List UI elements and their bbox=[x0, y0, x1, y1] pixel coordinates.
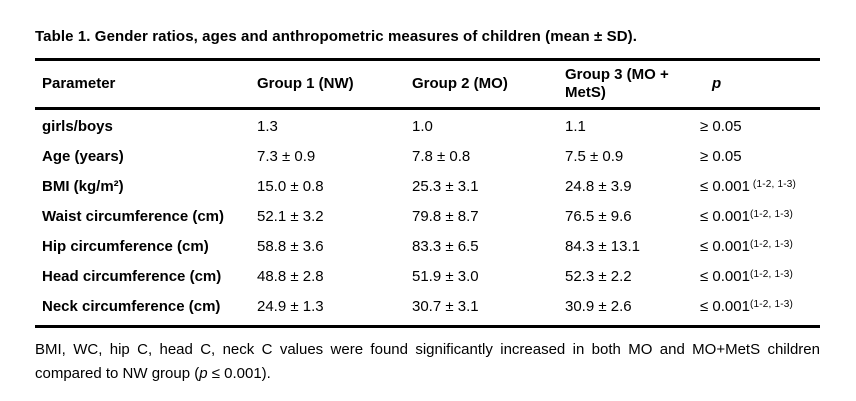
p-value: ≤ 0.001 bbox=[700, 298, 750, 315]
cell-group3: 7.5 ± 0.9 bbox=[565, 148, 624, 165]
column-header-p: p bbox=[712, 75, 722, 92]
cell-group2: 51.9 ± 3.0 bbox=[412, 268, 479, 285]
cell-group3: 84.3 ± 13.1 bbox=[565, 238, 640, 255]
table-row: Head circumference (cm) 48.8 ± 2.8 51.9 ± … bbox=[35, 262, 820, 292]
cell-group3: 52.3 ± 2.2 bbox=[565, 268, 632, 285]
column-header-parameter: Parameter bbox=[42, 75, 116, 92]
cell-parameter: BMI (kg/m²) bbox=[42, 178, 124, 195]
p-superscript: (1-2, 1-3) bbox=[749, 269, 794, 280]
table-footnote: BMI, WC, hip C, head C, neck C values we… bbox=[35, 338, 820, 386]
cell-group3: 76.5 ± 9.6 bbox=[565, 208, 632, 225]
p-value: ≤ 0.001 bbox=[700, 268, 750, 285]
cell-group1: 15.0 ± 0.8 bbox=[257, 178, 324, 195]
cell-p-value: ≥ 0.05 bbox=[700, 118, 820, 136]
cell-parameter: Neck circumference (cm) bbox=[42, 298, 221, 315]
cell-p-value: ≤ 0.001 (1-2, 1-3) bbox=[700, 178, 820, 196]
cell-parameter: Waist circumference (cm) bbox=[42, 208, 225, 225]
footnote-text-after: ≤ 0.001). bbox=[207, 365, 271, 382]
p-superscript: (1-2, 1-3) bbox=[749, 299, 794, 310]
cell-p-value: ≥ 0.05 bbox=[700, 148, 820, 166]
footnote-p-symbol: p bbox=[199, 365, 208, 382]
column-header-group3: Group 3 (MO + MetS) bbox=[565, 66, 669, 101]
table-row: BMI (kg/m²) 15.0 ± 0.8 25.3 ± 3.1 24.8 ± 3.… bbox=[35, 172, 820, 202]
table-row: Hip circumference (cm) 58.8 ± 3.6 83.3 ± 6… bbox=[35, 232, 820, 262]
table-figure: Table 1. Gender ratios, ages and anthrop… bbox=[35, 28, 820, 386]
cell-group3: 24.8 ± 3.9 bbox=[565, 178, 632, 195]
table-row: Neck circumference (cm) 24.9 ± 1.3 30.7 ± … bbox=[35, 292, 820, 322]
table-caption: Table 1. Gender ratios, ages and anthrop… bbox=[35, 28, 638, 45]
cell-p-value: ≤ 0.001(1-2, 1-3) bbox=[700, 268, 820, 286]
cell-group1: 52.1 ± 3.2 bbox=[257, 208, 324, 225]
p-value: ≤ 0.001 bbox=[700, 238, 750, 255]
p-value: ≥ 0.05 bbox=[700, 118, 742, 135]
p-value: ≤ 0.001 bbox=[700, 178, 750, 195]
data-table: Parameter Group 1 (NW) Group 2 (MO) Grou… bbox=[35, 58, 820, 328]
column-header-group2: Group 2 (MO) bbox=[412, 75, 508, 92]
cell-group2: 83.3 ± 6.5 bbox=[412, 238, 479, 255]
cell-parameter: Hip circumference (cm) bbox=[42, 238, 209, 255]
cell-group1: 24.9 ± 1.3 bbox=[257, 298, 324, 315]
p-superscript: (1-2, 1-3) bbox=[749, 179, 797, 190]
cell-group3: 30.9 ± 2.6 bbox=[565, 298, 632, 315]
table-row: Age (years) 7.3 ± 0.9 7.8 ± 0.8 7.5 ± 0.9 ≥ … bbox=[35, 142, 820, 172]
cell-p-value: ≤ 0.001(1-2, 1-3) bbox=[700, 238, 820, 256]
cell-group1: 58.8 ± 3.6 bbox=[257, 238, 324, 255]
cell-parameter: girls/boys bbox=[42, 118, 113, 135]
table-body: girls/boys 1.3 1.0 1.1 ≥ 0.05 Age (years) 7.3 … bbox=[35, 110, 820, 328]
cell-p-value: ≤ 0.001(1-2, 1-3) bbox=[700, 298, 820, 316]
cell-group2: 30.7 ± 3.1 bbox=[412, 298, 479, 315]
cell-group1: 48.8 ± 2.8 bbox=[257, 268, 324, 285]
cell-parameter: Age (years) bbox=[42, 148, 124, 165]
p-superscript: (1-2, 1-3) bbox=[749, 209, 794, 220]
table-row: girls/boys 1.3 1.0 1.1 ≥ 0.05 bbox=[35, 112, 820, 142]
cell-group2: 79.8 ± 8.7 bbox=[412, 208, 479, 225]
column-header-group1: Group 1 (NW) bbox=[257, 75, 354, 92]
cell-group1: 7.3 ± 0.9 bbox=[257, 148, 316, 165]
cell-parameter: Head circumference (cm) bbox=[42, 268, 222, 285]
footnote-text-before: BMI, WC, hip C, head C, neck C values we… bbox=[35, 341, 820, 382]
cell-group2: 1.0 bbox=[412, 118, 433, 135]
cell-p-value: ≤ 0.001(1-2, 1-3) bbox=[700, 208, 820, 226]
table-header-row: Parameter Group 1 (NW) Group 2 (MO) Grou… bbox=[35, 61, 820, 110]
p-value: ≥ 0.05 bbox=[700, 148, 742, 165]
table-row: Waist circumference (cm) 52.1 ± 3.2 79.8 ±… bbox=[35, 202, 820, 232]
cell-group2: 25.3 ± 3.1 bbox=[412, 178, 479, 195]
cell-group1: 1.3 bbox=[257, 118, 278, 135]
cell-group2: 7.8 ± 0.8 bbox=[412, 148, 471, 165]
p-value: ≤ 0.001 bbox=[700, 208, 750, 225]
p-superscript: (1-2, 1-3) bbox=[749, 239, 794, 250]
cell-group3: 1.1 bbox=[565, 118, 586, 135]
